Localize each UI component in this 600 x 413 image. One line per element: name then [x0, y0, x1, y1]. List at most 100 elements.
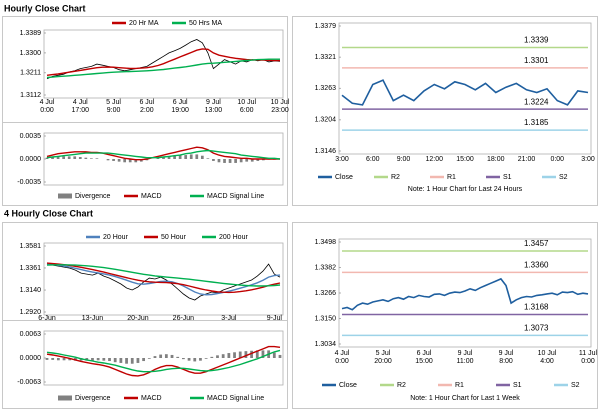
series-line — [46, 48, 280, 76]
y-tick-label: 1.3581 — [20, 243, 42, 250]
y-tick-label: 1.3140 — [20, 287, 42, 294]
y-tick-label: -0.0035 — [17, 179, 41, 186]
x-tick-label: 5 Jul 9:00 — [106, 99, 121, 114]
legend-label: Divergence — [75, 193, 111, 200]
divergence-bar — [204, 358, 208, 359]
legend-label: S1 — [503, 174, 512, 181]
x-tick-label: 21:00 — [517, 156, 536, 163]
series-line — [46, 263, 281, 296]
series-line — [46, 149, 281, 160]
y-tick-label: 1.3389 — [20, 30, 42, 37]
divergence-bar — [147, 358, 151, 359]
divergence-bar — [234, 159, 237, 163]
divergence-bar — [136, 358, 140, 363]
series-line — [341, 277, 589, 311]
legend-label: 200 Hour — [219, 234, 248, 241]
level-label: 1.3073 — [524, 324, 549, 333]
divergence-bar — [195, 154, 199, 159]
divergence-bar — [62, 156, 65, 159]
legend-label: S2 — [571, 382, 580, 389]
y-tick-label: 1.3361 — [20, 265, 42, 272]
level-label: 1.3185 — [524, 118, 549, 127]
divergence-bar — [90, 158, 93, 159]
divergence-bar — [51, 358, 55, 360]
divergence-bar — [261, 350, 265, 358]
x-tick-label: 10 Jul 6:00 — [237, 99, 257, 114]
y-tick-label: 1.3300 — [20, 50, 42, 57]
x-tick-label: 3:00 — [581, 156, 595, 163]
divergence-bar — [200, 155, 204, 159]
x-tick-label: 6-Jun — [38, 315, 56, 322]
divergence-bar — [56, 358, 60, 361]
divergence-bar — [227, 353, 231, 358]
divergence-bar — [95, 158, 99, 159]
x-tick-label: 6 Jul 15:00 — [415, 350, 433, 365]
divergence-bar — [91, 358, 94, 361]
y-tick-label: 1.3321 — [315, 54, 337, 61]
legend-label: 50 Hrs MA — [189, 20, 222, 27]
chart-title: 4 Hourly Close Chart — [4, 208, 93, 218]
x-tick-label: 3-Jul — [221, 315, 237, 322]
divergence-bar — [228, 159, 232, 163]
divergence-bar — [68, 358, 72, 361]
divergence-bar — [62, 358, 66, 361]
legend-label: 50 Hour — [161, 234, 187, 241]
divergence-bar — [56, 156, 60, 159]
x-tick-label: 6 Jul 2:00 — [139, 99, 155, 114]
divergence-bar — [96, 358, 100, 361]
y-tick-label: 0.0000 — [20, 156, 42, 163]
x-tick-label: 3:00 — [335, 156, 349, 163]
plot-frame — [43, 242, 284, 316]
panel — [2, 320, 288, 409]
x-tick-label: 4 Jul 0:00 — [334, 350, 350, 365]
divergence-bar — [238, 351, 242, 358]
series-line — [46, 263, 281, 301]
divergence-bar — [178, 155, 182, 159]
legend-label: S2 — [559, 174, 568, 181]
divergence-bar — [102, 358, 106, 361]
divergence-bar — [255, 350, 259, 358]
plot-frame — [338, 22, 592, 155]
divergence-bar — [206, 158, 210, 159]
divergence-bar — [45, 157, 49, 159]
series-line — [46, 146, 280, 161]
divergence-bar — [119, 358, 123, 363]
y-tick-label: 1.3266 — [315, 290, 337, 297]
panel — [2, 122, 288, 206]
divergence-bar — [245, 159, 249, 162]
divergence-bar — [130, 358, 134, 364]
legend-label: MACD Signal Line — [207, 193, 264, 200]
divergence-bar — [73, 156, 77, 159]
legend-label: Divergence — [75, 395, 111, 402]
legend-swatch — [58, 193, 72, 199]
y-tick-label: 0.0035 — [20, 133, 42, 140]
divergence-bar — [106, 159, 110, 161]
series-line — [341, 79, 589, 106]
divergence-bar — [239, 159, 243, 163]
y-tick-label: 1.3379 — [315, 23, 337, 30]
x-tick-label: 26-Jun — [172, 315, 195, 322]
legend-label: Close — [339, 382, 357, 389]
divergence-bar — [176, 356, 180, 358]
level-label: 1.3339 — [524, 36, 549, 45]
y-tick-label: 1.3150 — [315, 315, 337, 322]
level-label: 1.3457 — [524, 239, 549, 248]
divergence-bar — [216, 355, 219, 358]
divergence-bar — [112, 159, 115, 161]
divergence-bar — [164, 354, 168, 358]
divergence-bar — [45, 358, 49, 360]
y-tick-label: 0.0063 — [20, 331, 42, 338]
x-tick-label: 12:00 — [425, 156, 444, 163]
legend-label: 20 Hr MA — [129, 20, 159, 27]
divergence-bar — [217, 159, 221, 163]
series-line — [46, 262, 281, 294]
divergence-bar — [153, 356, 157, 358]
divergence-bar — [67, 156, 71, 159]
y-tick-label: 1.3498 — [315, 239, 337, 246]
divergence-bar — [128, 159, 132, 163]
chart-note: Note: 1 Hour Chart for Last 1 Week — [410, 395, 520, 402]
x-tick-label: 5 Jul 20:00 — [374, 350, 392, 365]
series-line — [46, 58, 280, 79]
legend-label: MACD Signal Line — [207, 395, 264, 402]
